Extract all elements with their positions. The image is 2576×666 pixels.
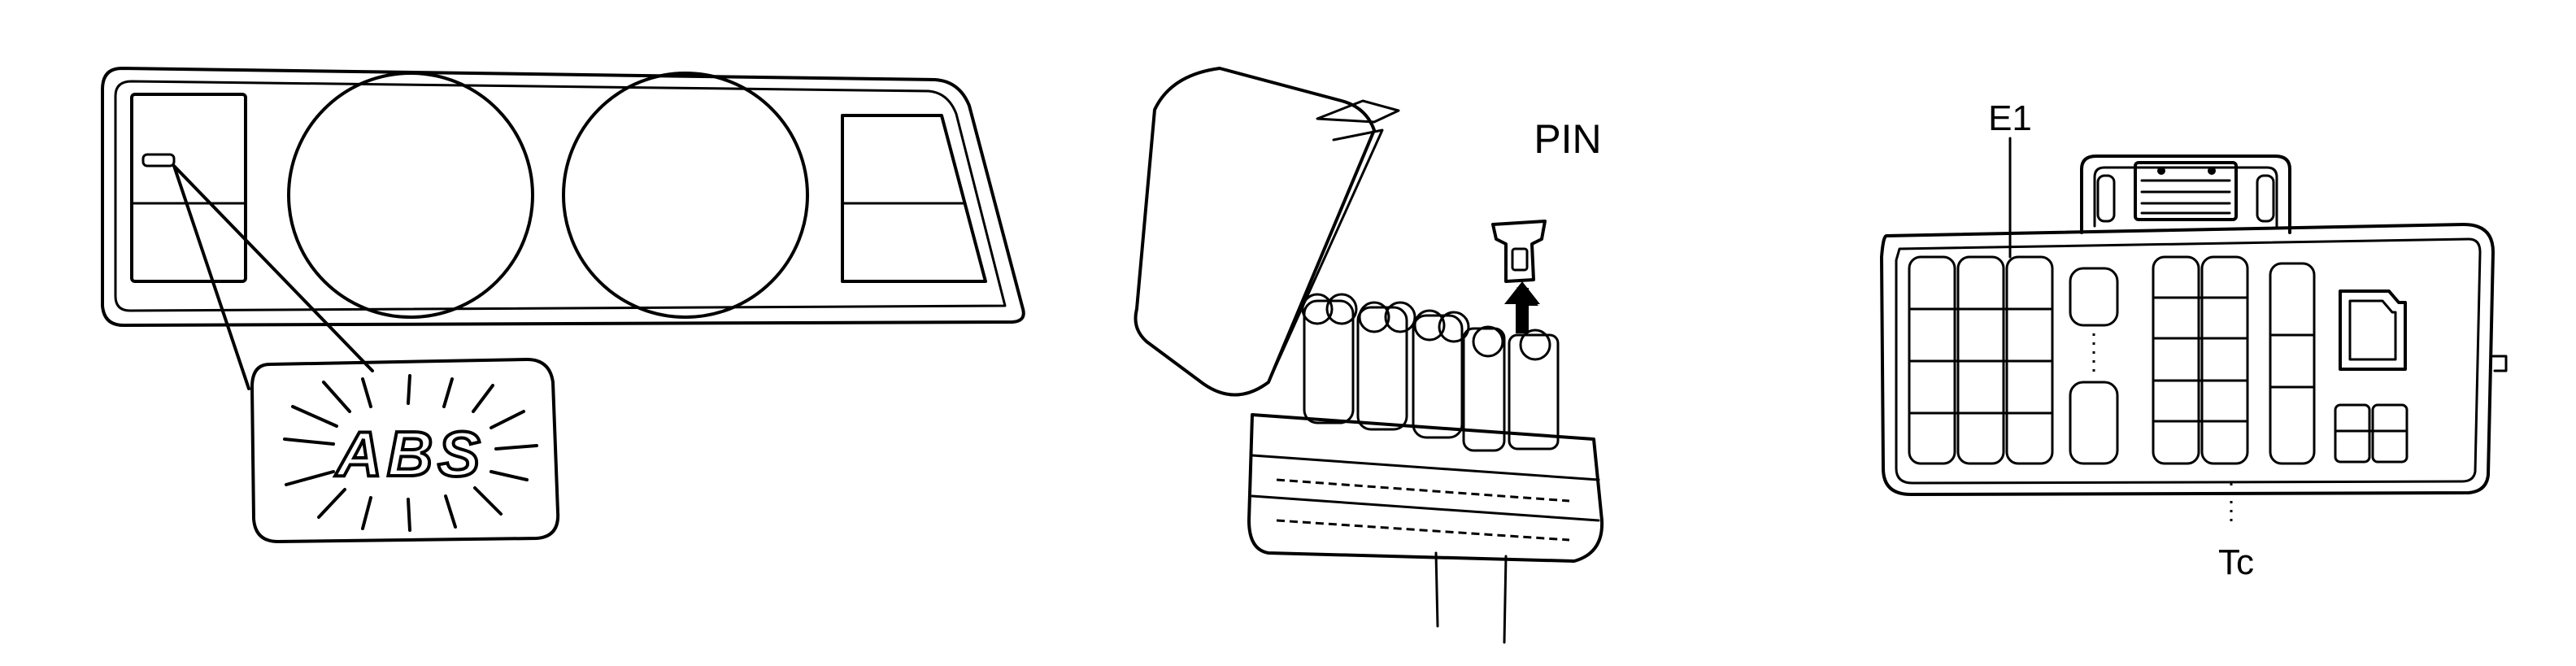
terminal-cavities	[1908, 255, 2408, 465]
warning-rays-icon	[283, 374, 538, 532]
relay-box-panel: PIN	[1134, 67, 1604, 644]
abs-callout-bubble	[250, 358, 560, 543]
warning-light-panel	[130, 93, 247, 283]
e1-terminal-label: E1	[1988, 98, 2032, 138]
instrument-cluster-panel: ABS	[101, 67, 1025, 543]
check-connector-panel: E1 Tc	[1880, 98, 2508, 582]
removable-pin-icon	[1491, 220, 1547, 283]
abs-warning-lamp-icon	[141, 153, 176, 168]
relay-box-body	[1247, 413, 1604, 644]
connector-latch	[2080, 155, 2291, 234]
instrument-cluster-outline	[101, 67, 1025, 327]
tc-terminal-label: Tc	[2218, 542, 2254, 582]
callout-pointer	[172, 164, 374, 390]
abs-warning-text: ABS	[335, 418, 485, 490]
pin-label: PIN	[1534, 116, 1601, 162]
tachometer-gauge	[562, 72, 809, 319]
right-indicator-panel	[841, 114, 987, 283]
connector-housing	[1880, 223, 2508, 496]
speedometer-gauge	[287, 72, 534, 319]
pull-up-arrow-icon	[1504, 281, 1540, 333]
relay-array	[1301, 293, 1560, 452]
